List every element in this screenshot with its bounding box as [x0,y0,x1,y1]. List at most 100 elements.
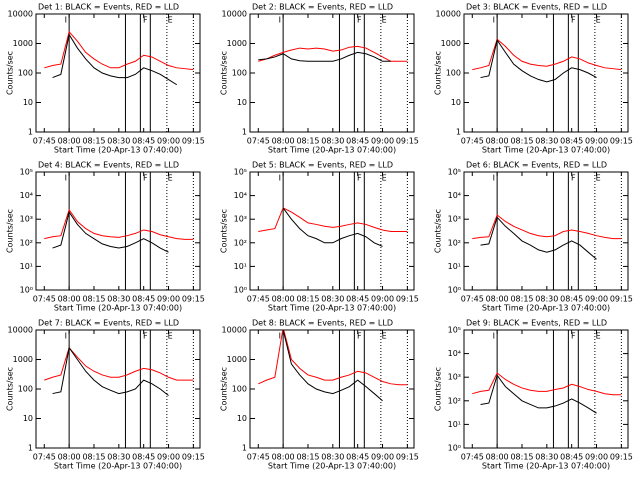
x-tick-label: 08:30 [535,295,558,304]
x-tick-label: 08:45 [346,137,369,146]
series-line [258,207,408,233]
y-tick-label: 10⁴ [448,191,461,200]
marker-label: I [493,16,495,25]
panel-title: Det 8: BLACK = Events, RED = LLD [252,319,393,328]
series-line [52,33,178,86]
x-tick-label: 08:30 [535,137,558,146]
plot-area [44,330,194,448]
x-tick-label: 08:45 [560,453,583,462]
x-tick-label: 09:15 [610,137,633,146]
x-tick-label: 09:00 [371,295,394,304]
marker-label: E [168,174,173,183]
panel-title: Det 5: BLACK = Events, RED = LLD [252,161,393,170]
marker-label: F [357,174,362,183]
panel-title: Det 4: BLACK = Events, RED = LLD [38,161,179,170]
panel-title: Det 7: BLACK = Events, RED = LLD [38,319,179,328]
marker-label: F [143,332,148,341]
y-tick-label: 1 [242,128,247,137]
marker-label: I [279,332,281,341]
y-tick-label: 10³ [448,373,461,382]
x-tick-label: 08:00 [486,295,509,304]
marker-label: I [279,16,281,25]
series-line [472,38,622,71]
marker-label: E [382,16,387,25]
panel: Det 1: BLACK = Events, RED = LLD Start Ti… [6,3,205,155]
x-axis-label: Start Time (20-Apr-13 07:40:00) [482,146,610,155]
x-tick-label: 08:00 [486,137,509,146]
y-tick-label: 10 [451,98,461,107]
y-tick-label: 10000 [222,326,247,335]
plot-area [472,14,622,132]
x-tick-label: 07:45 [33,453,56,462]
panel: Det 4: BLACK = Events, RED = LLD Start Ti… [6,161,205,313]
panel: Det 6: BLACK = Events, RED = LLD Start Ti… [434,161,633,313]
y-tick-label: 10 [23,98,33,107]
y-axis-label: Counts/sec [220,51,229,95]
marker-label: E [596,332,601,341]
x-tick-label: 09:15 [182,295,205,304]
series-line [52,346,169,396]
x-tick-label: 09:00 [371,137,394,146]
series-line [480,216,597,260]
y-tick-label: 10 [23,414,33,423]
x-tick-label: 09:00 [157,137,180,146]
y-tick-label: 10000 [436,10,461,19]
series-line [258,45,408,62]
x-tick-label: 08:15 [510,137,533,146]
x-tick-label: 08:30 [107,453,130,462]
x-tick-label: 08:30 [535,453,558,462]
marker-label: F [143,174,148,183]
panel: Det 5: BLACK = Events, RED = LLD Start Ti… [220,161,419,313]
y-tick-label: 1 [242,444,247,453]
x-tick-label: 08:30 [321,295,344,304]
marker-label: E [596,16,601,25]
y-tick-label: 10³ [448,215,461,224]
x-tick-label: 09:00 [371,453,394,462]
marker-label: I [493,174,495,183]
y-tick-label: 10¹ [234,262,247,271]
x-tick-label: 07:45 [461,295,484,304]
x-tick-label: 09:15 [610,295,633,304]
y-tick-label: 10⁰ [20,286,33,295]
y-tick-label: 100 [232,69,247,78]
panel-title: Det 1: BLACK = Events, RED = LLD [38,3,179,12]
y-axis-label: Counts/sec [6,209,15,253]
series-line [44,208,194,240]
marker-label: E [382,174,387,183]
plot-area [258,14,408,132]
x-tick-label: 08:45 [560,295,583,304]
panel-title: Det 2: BLACK = Events, RED = LLD [252,3,393,12]
y-tick-label: 10⁵ [448,326,461,335]
x-tick-label: 08:30 [321,453,344,462]
y-tick-label: 10⁴ [448,349,461,358]
y-tick-label: 1000 [227,39,247,48]
marker-label: I [279,174,281,183]
y-tick-label: 100 [18,69,33,78]
series-line [282,330,383,402]
y-tick-label: 1000 [227,355,247,364]
x-tick-label: 08:15 [82,137,105,146]
y-axis-label: Counts/sec [434,367,443,411]
series-line [282,207,383,247]
x-tick-label: 08:15 [510,295,533,304]
x-tick-label: 09:15 [396,137,419,146]
y-tick-label: 10000 [8,10,33,19]
x-tick-label: 08:00 [272,295,295,304]
x-axis-label: Start Time (20-Apr-13 07:40:00) [54,462,182,471]
series-line [258,330,408,386]
x-tick-label: 08:00 [58,453,81,462]
plot-frame [249,171,415,291]
marker-label: I [493,332,495,341]
x-tick-label: 08:45 [560,137,583,146]
x-tick-label: 08:15 [82,295,105,304]
x-tick-label: 07:45 [461,453,484,462]
y-tick-label: 10 [237,414,247,423]
x-tick-label: 08:45 [346,295,369,304]
plot-area [258,172,408,290]
marker-label: E [382,332,387,341]
y-tick-label: 100 [232,385,247,394]
x-tick-label: 08:15 [296,295,319,304]
x-axis-label: Start Time (20-Apr-13 07:40:00) [54,304,182,313]
x-tick-label: 09:15 [182,137,205,146]
marker-label: F [571,174,576,183]
